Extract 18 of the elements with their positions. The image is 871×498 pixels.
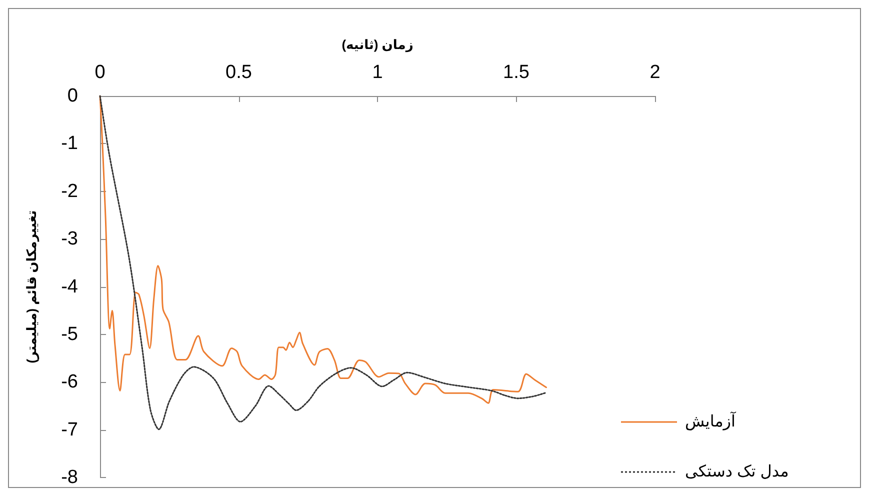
y-tick-label: -8 (61, 467, 78, 488)
x-tick-label: 1 (372, 62, 383, 83)
x-tick-label: 0 (94, 62, 106, 83)
x-tick-label: 0.5 (226, 62, 252, 83)
x-axis-title: زمان (ثانیه) (342, 37, 414, 53)
y-tick-label: -1 (61, 133, 78, 154)
legend-label: مدل تک دستکی (685, 464, 789, 480)
y-tick-label: -6 (61, 372, 78, 393)
y-tick-label: -5 (61, 324, 78, 345)
y-axis-title: تغییرمکان قائم (میلیمتر) (24, 210, 40, 364)
legend-label: آزمایش (685, 410, 738, 430)
x-tick-label: 2 (650, 62, 660, 83)
y-tick-label: -7 (61, 419, 78, 440)
y-tick-label: -3 (61, 228, 78, 250)
y-tick-label: 0 (67, 86, 78, 106)
x-tick-label: 1.5 (503, 62, 530, 83)
y-tick-label: -4 (61, 276, 78, 298)
y-tick-label: -2 (61, 180, 78, 202)
